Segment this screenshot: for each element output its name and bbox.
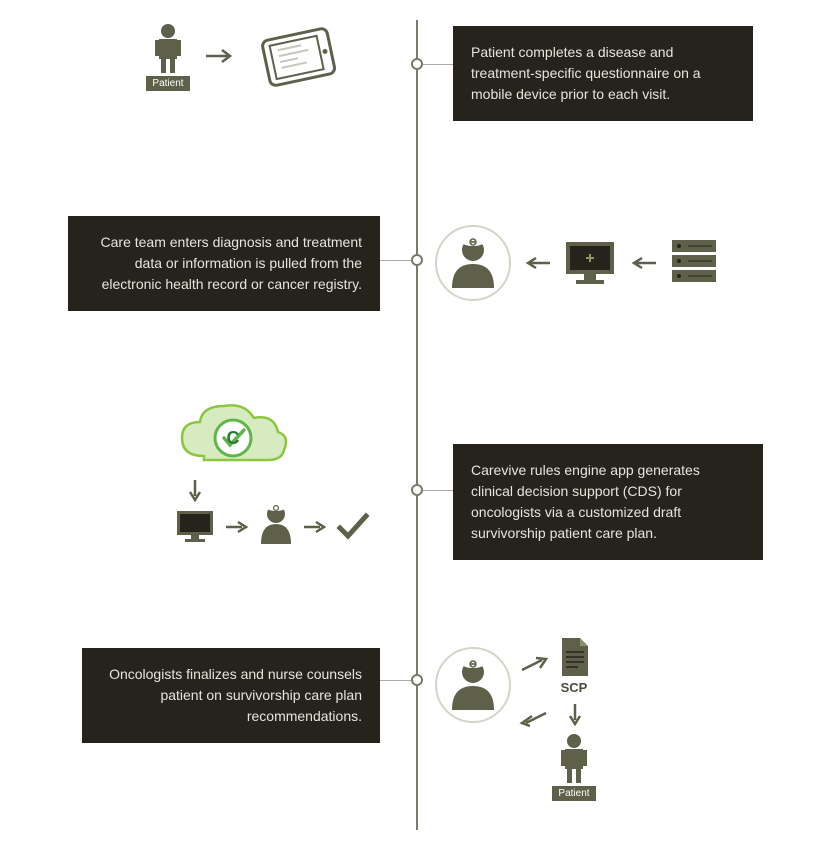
doctor-small-icon: [256, 502, 296, 546]
arrow-left-icon-2: [630, 256, 658, 270]
connector-3: [423, 490, 453, 491]
patient-label-2: Patient: [552, 786, 596, 801]
scp-label: SCP: [554, 680, 594, 695]
arrow-back-icon: [518, 710, 550, 728]
arrow-icon-3a: [224, 520, 250, 534]
timeline-node-1: [411, 58, 423, 70]
timeline-node-2: [411, 254, 423, 266]
checkmark-icon: [336, 512, 370, 542]
timeline-node-4: [411, 674, 423, 686]
small-monitor-icon: [174, 508, 216, 544]
arrow-left-icon: [524, 256, 552, 270]
arrow-to-scp-icon: [520, 656, 550, 674]
doctor-circle-icon-2: [434, 646, 512, 724]
cloud-icon: C: [174, 398, 292, 476]
patient-icon: [150, 22, 186, 74]
arrow-down-icon-2: [568, 702, 582, 728]
timeline-node-3: [411, 484, 423, 496]
document-icon: [556, 636, 592, 680]
patient-icon-2: [556, 732, 592, 784]
connector-1: [423, 64, 453, 65]
mobile-device-icon: [254, 26, 344, 92]
step-4-text: Oncologists finalizes and nurse counsels…: [82, 648, 380, 743]
step-3-text: Carevive rules engine app generates clin…: [453, 444, 763, 560]
connector-2: [380, 260, 411, 261]
doctor-circle-icon: [434, 224, 512, 302]
timeline-line: [416, 20, 418, 830]
step-2-text: Care team enters diagnosis and treatment…: [68, 216, 380, 311]
arrow-icon: [204, 48, 238, 64]
patient-label-1: Patient: [146, 76, 190, 91]
monitor-icon: [562, 238, 618, 286]
server-icon: [668, 236, 720, 288]
svg-text:C: C: [227, 428, 240, 448]
arrow-icon-3b: [302, 520, 328, 534]
connector-4: [380, 680, 411, 681]
step-1-text: Patient completes a disease and treatmen…: [453, 26, 753, 121]
arrow-down-icon: [188, 478, 202, 504]
